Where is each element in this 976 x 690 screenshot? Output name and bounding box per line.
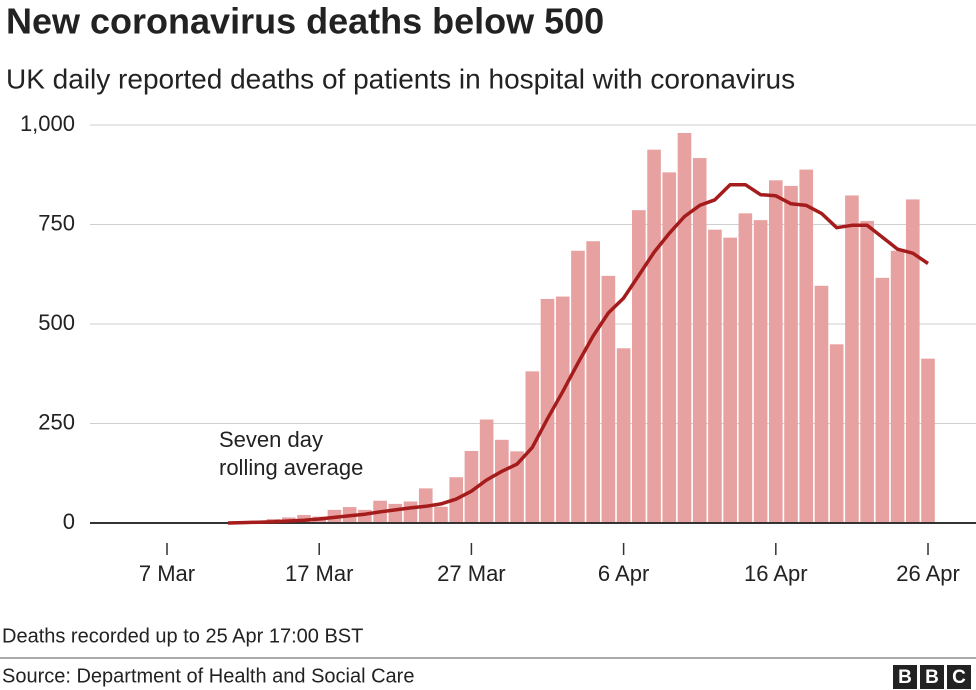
bar xyxy=(753,220,768,523)
logo-box xyxy=(920,665,944,689)
note: Deaths recorded up to 25 Apr 17:00 BST xyxy=(2,625,363,647)
bar xyxy=(601,275,616,523)
bar xyxy=(784,185,798,524)
rolling-average-line xyxy=(227,182,929,525)
x-tick-label: 17 Mar xyxy=(285,561,353,586)
bar xyxy=(632,210,646,523)
y-tick-label: 250 xyxy=(38,409,75,434)
bar xyxy=(616,348,631,523)
bar xyxy=(571,250,585,523)
bar xyxy=(662,172,677,523)
y-tick-label: 500 xyxy=(38,310,75,335)
bar xyxy=(555,296,570,523)
bar xyxy=(875,277,890,523)
annotation: Seven day xyxy=(219,427,323,452)
annotation: rolling average xyxy=(219,455,363,480)
y-tick-label: 0 xyxy=(63,509,75,534)
bar xyxy=(434,506,448,523)
logo: B B C xyxy=(893,665,971,689)
bar xyxy=(905,199,920,523)
source: Source: Department of Health and Social … xyxy=(2,665,414,687)
bar xyxy=(403,501,418,523)
bar xyxy=(829,344,844,523)
bar xyxy=(677,132,692,523)
y-tick-label: 750 xyxy=(38,210,75,235)
logo-letter: C xyxy=(952,667,966,688)
logo-box xyxy=(893,665,917,689)
bar xyxy=(738,213,753,523)
bar xyxy=(510,451,524,523)
bar xyxy=(540,298,555,523)
bar xyxy=(647,149,661,523)
bar xyxy=(890,250,905,523)
bar xyxy=(845,195,859,524)
bar xyxy=(799,169,814,524)
bar xyxy=(586,241,600,523)
bar xyxy=(708,229,722,523)
bar xyxy=(479,419,494,523)
y-tick-label: 1,000 xyxy=(20,111,75,136)
bar xyxy=(692,158,707,523)
x-tick-label: 26 Apr xyxy=(896,561,960,586)
chart-title: New coronavirus deaths below 500 xyxy=(6,1,604,42)
bar xyxy=(388,503,403,523)
logo-box xyxy=(947,665,971,689)
x-tick-label: 6 Apr xyxy=(598,561,649,586)
bar xyxy=(860,220,874,523)
bar xyxy=(814,285,829,523)
bar xyxy=(495,439,509,523)
bar xyxy=(769,180,783,523)
bar xyxy=(464,450,479,523)
x-tick-label: 7 Mar xyxy=(139,561,195,586)
logo-letter: B xyxy=(925,667,939,688)
bar xyxy=(723,237,737,523)
x-tick-label: 16 Apr xyxy=(744,561,808,586)
plot-area: 0 250 500 750 1,000 7 Mar 17 Mar 27 Mar 6 Apr 16 … xyxy=(20,111,976,586)
logo-letter: B xyxy=(898,667,912,688)
bar xyxy=(921,358,935,523)
x-tick-label: 27 Mar xyxy=(437,561,505,586)
chart-subtitle: UK daily reported deaths of patients in … xyxy=(6,63,795,94)
